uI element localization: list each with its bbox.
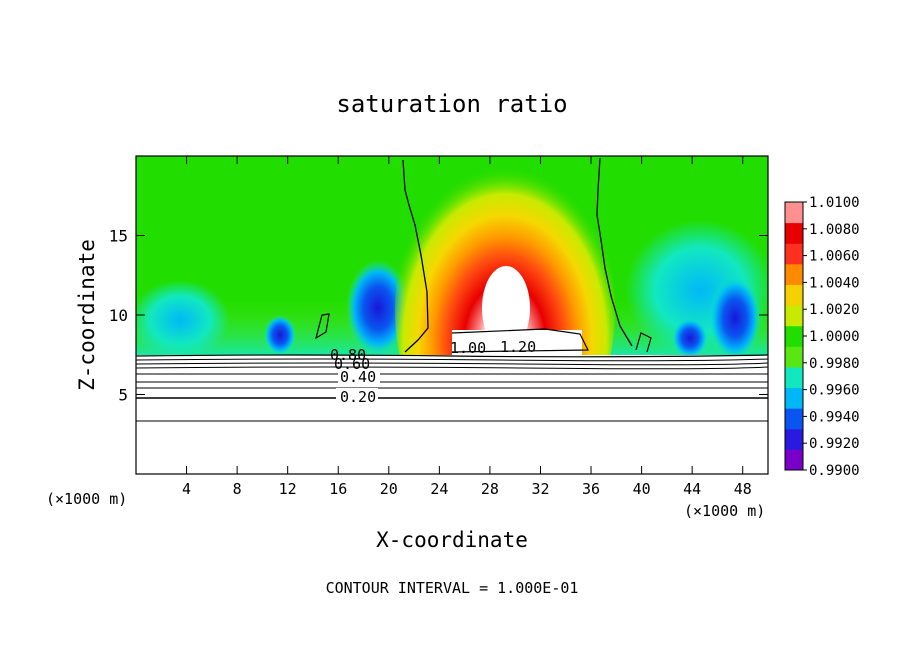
contour-lines	[136, 354, 768, 422]
contour-label: 1.00	[450, 339, 486, 357]
colorbar-swatch	[785, 243, 803, 265]
cyan-region-left	[136, 280, 230, 360]
blue-region-mid	[264, 315, 296, 355]
x-tick-label: 4	[182, 480, 191, 498]
x-tick-label: 12	[279, 480, 297, 498]
contour-label: 0.80	[330, 346, 366, 364]
x-tick-label: 8	[233, 480, 242, 498]
x-axis-ticks: 4 8 12 16 20 24 28 32 36 40 44 48	[182, 156, 752, 498]
colorbar-swatch	[785, 222, 803, 244]
colorbar-label: 1.0040	[809, 275, 860, 291]
x-tick-label: 32	[531, 480, 549, 498]
colorbar-swatch	[785, 263, 803, 285]
x-unit-right: (×1000 m)	[684, 502, 765, 520]
colorbar-label: 0.9960	[809, 383, 860, 399]
colorbar-swatch	[785, 366, 803, 389]
colorbar-swatch	[785, 325, 803, 347]
colorbar-swatch	[785, 284, 803, 306]
colorbar-label: 0.9920	[809, 436, 860, 452]
contour-label: 0.40	[340, 368, 376, 386]
colorbar-swatch	[785, 408, 803, 430]
colorbar-label: 1.0060	[809, 249, 860, 265]
contour-1-00-left	[402, 159, 429, 353]
y-tick-label: 10	[109, 306, 128, 325]
contour-label: 0.60	[334, 355, 370, 373]
y-axis-label: Z-coordinate	[75, 239, 99, 391]
plot-area	[136, 156, 768, 474]
colorbar-swatch	[785, 449, 803, 471]
contour-small-right	[635, 332, 652, 353]
colorbar-swatch	[785, 346, 803, 368]
contour-label: 1.20	[500, 338, 536, 356]
x-tick-label: 36	[582, 480, 600, 498]
y-tick-label: 15	[109, 227, 128, 246]
colorbar-label: 1.0000	[809, 329, 860, 345]
contour-1-00-right	[596, 157, 633, 347]
x-axis-label: X-coordinate	[376, 528, 528, 552]
x-unit-left: (×1000 m)	[46, 490, 127, 508]
colorbar-swatch	[785, 387, 803, 409]
blue-region-left	[346, 260, 410, 356]
y-tick-label: 5	[118, 386, 128, 405]
colorbar-label: 0.9900	[809, 463, 860, 479]
colorbar-swatch	[785, 305, 803, 327]
colorbar-swatch	[785, 202, 803, 224]
x-tick-label: 48	[734, 480, 752, 498]
colorbar: 1.0100 1.0080 1.0060 1.0040 1.0020 1.0000 0.99…	[784, 195, 860, 479]
x-tick-label: 44	[683, 480, 701, 498]
x-tick-label: 24	[430, 480, 448, 498]
colorbar-label: 0.9940	[809, 409, 860, 425]
contour-label: 0.20	[340, 388, 376, 406]
x-tick-label: 28	[481, 480, 499, 498]
colorbar-label: 1.0100	[809, 195, 860, 211]
x-tick-label: 20	[380, 480, 398, 498]
colorbar-swatch	[785, 428, 803, 450]
colorbar-label: 1.0080	[809, 222, 860, 238]
contour-interval-note: CONTOUR INTERVAL = 1.000E-01	[326, 579, 579, 597]
x-tick-label: 16	[329, 480, 347, 498]
y-axis-ticks: 5 10 15	[109, 227, 768, 405]
x-tick-label: 40	[633, 480, 651, 498]
plume-core	[482, 266, 530, 350]
contour-cloud-top	[451, 328, 589, 353]
colorbar-label: 1.0020	[809, 302, 860, 318]
contour-label-group: 0.20 0.40 0.60 0.80 1.00 1.20	[330, 338, 536, 406]
chart-title: saturation ratio	[336, 90, 567, 118]
blue-region-right-2	[672, 318, 708, 358]
colorbar-label: 0.9980	[809, 356, 860, 372]
blue-region-right	[709, 276, 761, 360]
lower-unsaturated-layer	[136, 355, 768, 474]
contour-small-left	[315, 313, 330, 340]
